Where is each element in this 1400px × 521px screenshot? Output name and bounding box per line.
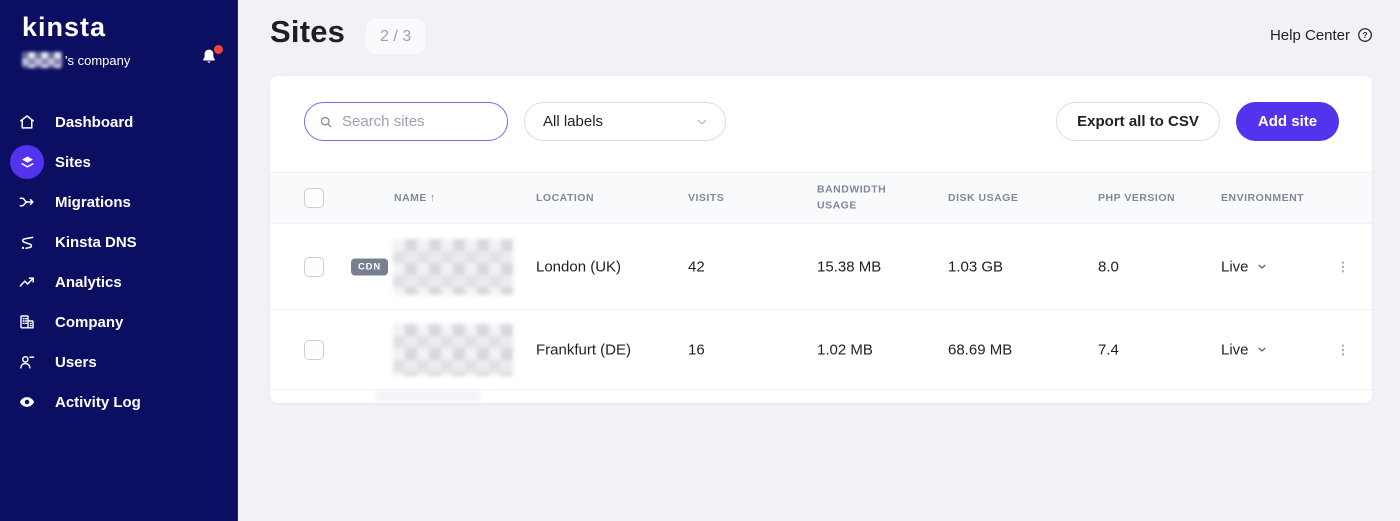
sites-layers-icon bbox=[10, 145, 44, 179]
dns-route-icon bbox=[10, 225, 44, 259]
labels-filter-select[interactable]: All labels bbox=[524, 102, 726, 141]
sidebar-item-analytics[interactable]: Analytics bbox=[0, 262, 237, 302]
sidebar-item-label: Company bbox=[55, 313, 124, 331]
sidebar-item-label: Dashboard bbox=[55, 113, 134, 131]
sidebar-item-label: Sites bbox=[55, 153, 91, 171]
sidebar-item-label: Users bbox=[55, 353, 97, 371]
sidebar-item-label: Kinsta DNS bbox=[55, 233, 137, 251]
question-circle-icon: ? bbox=[1356, 26, 1374, 44]
sidebar-nav: Dashboard Sites Migrations bbox=[0, 102, 237, 422]
magnifier-icon bbox=[318, 114, 334, 130]
sidebar-item-label: Activity Log bbox=[55, 393, 141, 411]
column-header-name[interactable]: Name ↑ bbox=[394, 192, 436, 204]
sidebar-item-users[interactable]: Users bbox=[0, 342, 237, 382]
sort-asc-icon: ↑ bbox=[429, 192, 436, 204]
sidebar-item-company[interactable]: Company bbox=[0, 302, 237, 342]
bell-icon bbox=[199, 46, 221, 68]
sidebar-item-sites[interactable]: Sites bbox=[0, 142, 237, 182]
site-visits: 42 bbox=[688, 258, 705, 275]
site-location: London (UK) bbox=[536, 258, 622, 275]
eye-icon bbox=[10, 385, 44, 419]
site-disk-usage: 1.03 GB bbox=[948, 258, 1004, 275]
column-header-environment[interactable]: Environment bbox=[1221, 192, 1305, 204]
company-label: 's company bbox=[65, 52, 131, 68]
sidebar-item-label: Migrations bbox=[55, 193, 131, 211]
site-name-redacted bbox=[393, 323, 513, 376]
notification-dot bbox=[214, 45, 223, 54]
environment-dropdown[interactable]: Live bbox=[1221, 341, 1268, 358]
chevron-down-icon bbox=[1256, 261, 1268, 273]
export-csv-button[interactable]: Export all to CSV bbox=[1056, 102, 1220, 141]
cdn-badge: CDN bbox=[351, 258, 388, 275]
svg-text:?: ? bbox=[1362, 31, 1367, 40]
row-checkbox[interactable] bbox=[304, 256, 324, 277]
labels-filter-value: All labels bbox=[543, 113, 604, 130]
site-php-version: 7.4 bbox=[1098, 341, 1119, 358]
page-title: Sites bbox=[270, 14, 346, 49]
column-header-disk[interactable]: Disk Usage bbox=[948, 192, 1019, 204]
sidebar-item-label: Analytics bbox=[55, 273, 122, 291]
site-name-redacted bbox=[393, 238, 513, 295]
site-php-version: 8.0 bbox=[1098, 258, 1119, 275]
row-actions-kebab-icon[interactable] bbox=[1333, 338, 1353, 362]
partial-site-name-redacted bbox=[375, 391, 481, 402]
migrations-merge-icon bbox=[10, 185, 44, 219]
select-all-checkbox[interactable] bbox=[304, 188, 324, 208]
notifications-button[interactable] bbox=[199, 45, 223, 70]
column-header-visits[interactable]: Visits bbox=[688, 192, 725, 204]
sidebar-item-dashboard[interactable]: Dashboard bbox=[0, 102, 237, 142]
site-disk-usage: 68.69 MB bbox=[948, 341, 1013, 358]
trending-up-icon bbox=[10, 265, 44, 299]
sidebar-item-migrations[interactable]: Migrations bbox=[0, 182, 237, 222]
table-header-row: Name ↑ Location Visits Bandwidth Usage Di… bbox=[270, 172, 1372, 224]
site-row[interactable]: CDN London (UK) 42 15.38 MB 1.03 GB 8.0 … bbox=[270, 224, 1372, 310]
column-header-php[interactable]: PHP Version bbox=[1098, 192, 1176, 204]
site-location: Frankfurt (DE) bbox=[536, 341, 632, 358]
company-name-redacted bbox=[22, 52, 62, 68]
chevron-down-icon bbox=[1256, 344, 1268, 356]
column-header-location[interactable]: Location bbox=[536, 192, 595, 204]
help-center-label: Help Center bbox=[1269, 26, 1350, 44]
environment-dropdown[interactable]: Live bbox=[1221, 258, 1268, 275]
site-row[interactable]: Frankfurt (DE) 16 1.02 MB 68.69 MB 7.4 L… bbox=[270, 310, 1372, 390]
column-header-bandwidth[interactable]: Bandwidth Usage bbox=[817, 183, 887, 211]
kinsta-logo[interactable]: kinsta bbox=[22, 12, 107, 42]
sidebar: kinsta 's company Dashboard bbox=[0, 0, 238, 521]
site-bandwidth: 1.02 MB bbox=[817, 341, 873, 358]
search-sites-box bbox=[304, 102, 508, 141]
add-site-button[interactable]: Add site bbox=[1236, 102, 1339, 141]
chevron-down-icon bbox=[695, 115, 709, 129]
row-actions-kebab-icon[interactable] bbox=[1333, 255, 1353, 279]
sidebar-item-activity-log[interactable]: Activity Log bbox=[0, 382, 237, 422]
sites-card: All labels Export all to CSV Add site Na… bbox=[270, 76, 1372, 403]
sidebar-item-kinsta-dns[interactable]: Kinsta DNS bbox=[0, 222, 237, 262]
site-bandwidth: 15.38 MB bbox=[817, 258, 882, 275]
home-icon bbox=[10, 105, 44, 139]
user-icon bbox=[10, 345, 44, 379]
building-icon bbox=[10, 305, 44, 339]
help-center-link[interactable]: Help Center ? bbox=[1270, 26, 1374, 44]
row-checkbox[interactable] bbox=[304, 339, 324, 360]
search-sites-input[interactable] bbox=[342, 113, 492, 130]
company-switcher: 's company bbox=[22, 45, 223, 70]
site-visits: 16 bbox=[688, 341, 705, 358]
sites-count-badge: 2 / 3 bbox=[366, 19, 426, 54]
